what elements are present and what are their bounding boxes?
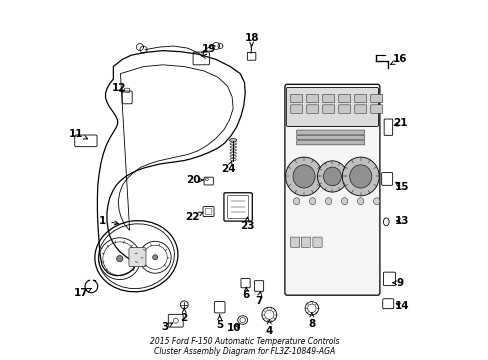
Polygon shape xyxy=(285,84,379,295)
Text: 1: 1 xyxy=(99,216,118,226)
Ellipse shape xyxy=(342,157,378,196)
Text: 9: 9 xyxy=(392,278,403,288)
FancyBboxPatch shape xyxy=(296,141,364,145)
FancyBboxPatch shape xyxy=(290,237,299,247)
Text: 10: 10 xyxy=(226,323,241,333)
Text: 18: 18 xyxy=(244,33,258,46)
FancyBboxPatch shape xyxy=(370,105,382,113)
Text: 4: 4 xyxy=(265,320,272,336)
Text: 14: 14 xyxy=(394,301,409,311)
Text: 2: 2 xyxy=(180,308,187,323)
FancyBboxPatch shape xyxy=(338,94,350,103)
FancyBboxPatch shape xyxy=(322,94,334,103)
Text: 13: 13 xyxy=(394,216,408,226)
Text: 2015 Ford F-150 Automatic Temperature Controls
Cluster Assembly Diagram for FL3Z: 2015 Ford F-150 Automatic Temperature Co… xyxy=(149,337,339,356)
Text: 15: 15 xyxy=(394,182,408,192)
Text: 8: 8 xyxy=(307,313,315,329)
Text: 3: 3 xyxy=(161,322,172,332)
Text: 17: 17 xyxy=(74,288,91,298)
Ellipse shape xyxy=(349,165,371,188)
Ellipse shape xyxy=(292,165,314,188)
FancyBboxPatch shape xyxy=(296,135,364,140)
Text: 5: 5 xyxy=(216,315,223,330)
Ellipse shape xyxy=(293,198,299,205)
Text: 21: 21 xyxy=(392,118,407,128)
FancyBboxPatch shape xyxy=(129,248,145,266)
Text: 20: 20 xyxy=(185,175,203,185)
FancyBboxPatch shape xyxy=(296,130,364,134)
Text: 11: 11 xyxy=(69,129,87,139)
Ellipse shape xyxy=(357,198,363,205)
Ellipse shape xyxy=(152,255,157,260)
Ellipse shape xyxy=(341,198,347,205)
FancyBboxPatch shape xyxy=(286,87,378,126)
FancyBboxPatch shape xyxy=(338,105,350,113)
Ellipse shape xyxy=(285,157,322,196)
FancyBboxPatch shape xyxy=(306,94,318,103)
Ellipse shape xyxy=(373,198,379,205)
FancyBboxPatch shape xyxy=(354,105,366,113)
Text: 19: 19 xyxy=(202,44,216,57)
FancyBboxPatch shape xyxy=(290,94,302,103)
Text: 7: 7 xyxy=(254,292,262,306)
Text: 12: 12 xyxy=(111,83,126,93)
Text: 23: 23 xyxy=(240,217,254,231)
FancyBboxPatch shape xyxy=(301,237,310,247)
Ellipse shape xyxy=(317,161,346,192)
Ellipse shape xyxy=(323,167,341,186)
FancyBboxPatch shape xyxy=(290,105,302,113)
FancyBboxPatch shape xyxy=(312,237,322,247)
Ellipse shape xyxy=(309,198,315,205)
Text: 16: 16 xyxy=(389,54,407,64)
FancyBboxPatch shape xyxy=(306,105,318,113)
Text: 24: 24 xyxy=(221,161,235,174)
Ellipse shape xyxy=(116,256,122,262)
Ellipse shape xyxy=(325,198,331,205)
Ellipse shape xyxy=(229,139,236,142)
FancyBboxPatch shape xyxy=(370,94,382,103)
Text: 22: 22 xyxy=(184,212,203,222)
FancyBboxPatch shape xyxy=(354,94,366,103)
FancyBboxPatch shape xyxy=(322,105,334,113)
Text: 6: 6 xyxy=(242,287,249,300)
